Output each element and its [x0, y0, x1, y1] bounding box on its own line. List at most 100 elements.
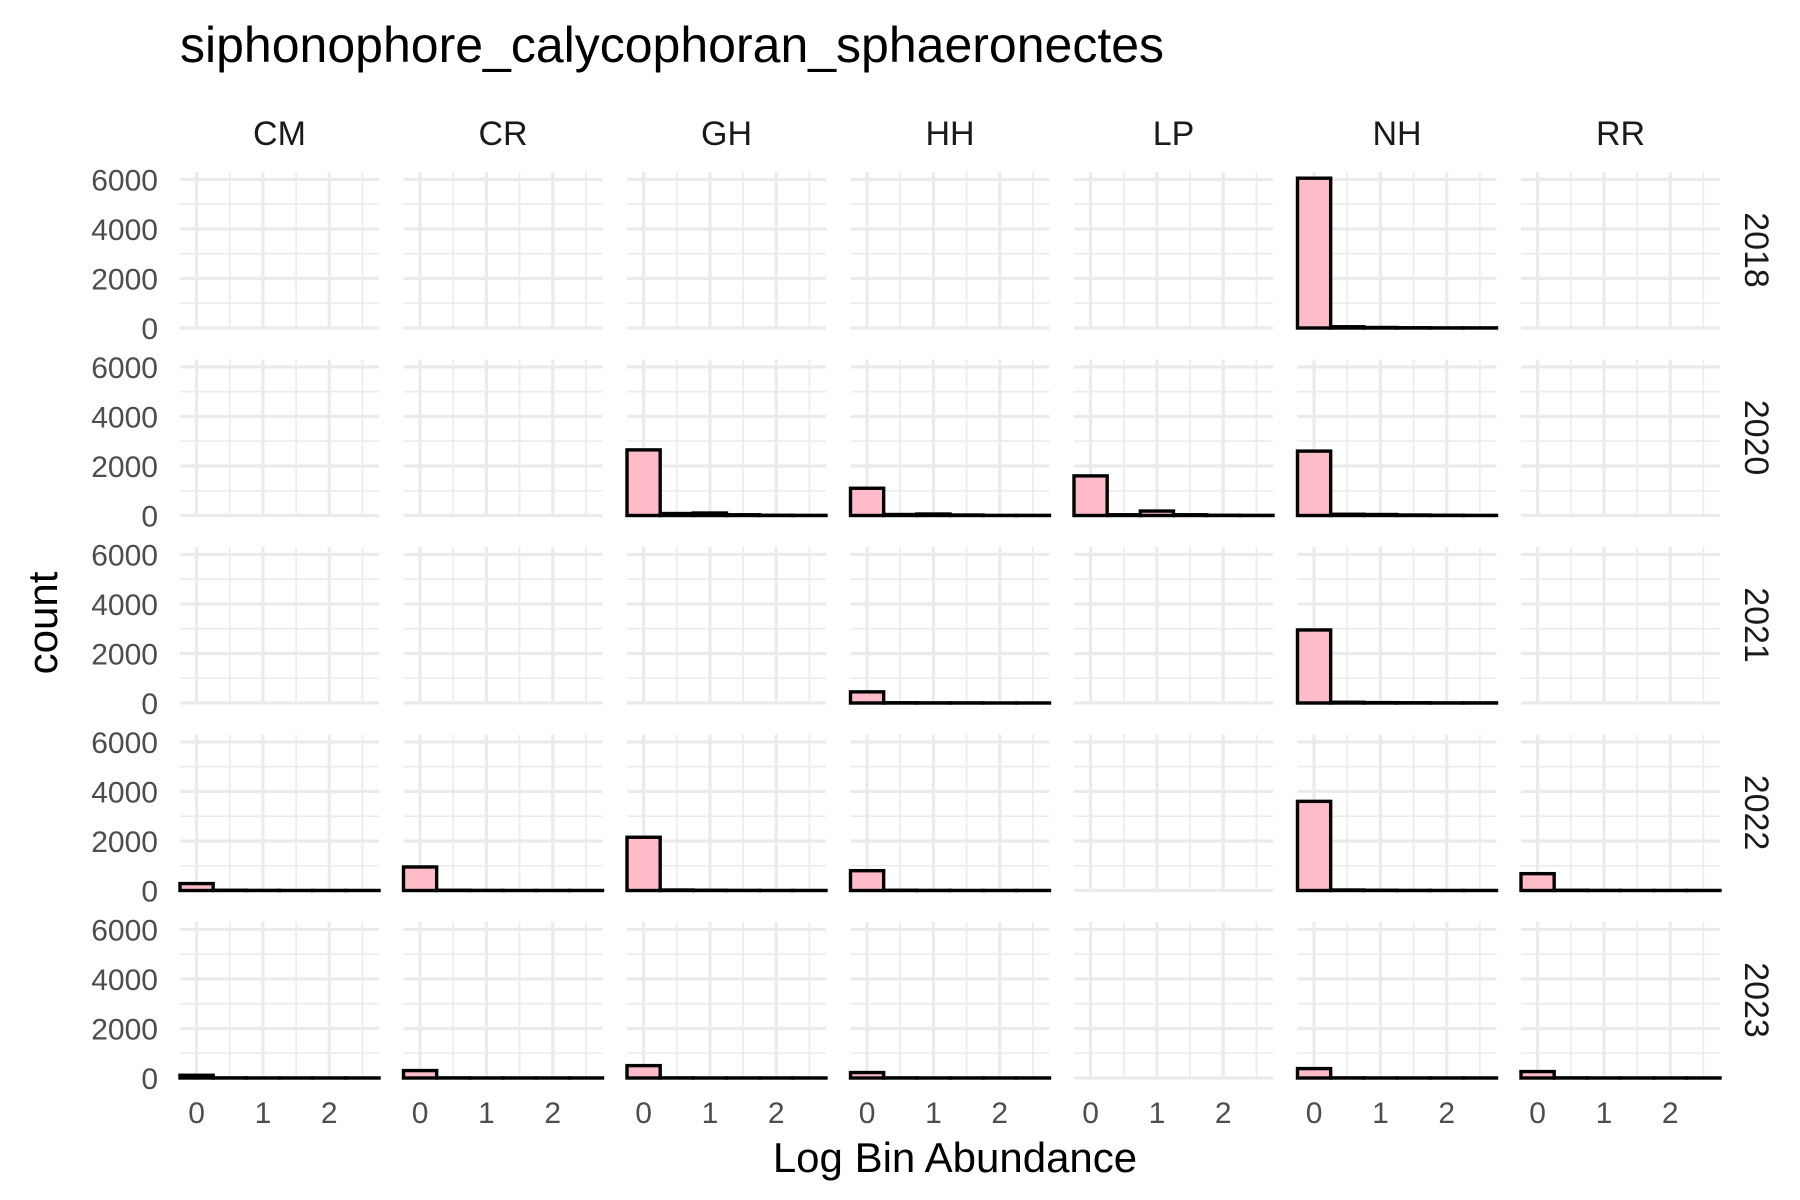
bar [1138, 509, 1176, 518]
x-tick-label: 2 [768, 1097, 785, 1130]
bar [1519, 871, 1556, 893]
bar [625, 448, 662, 518]
panel-2020-LP [1072, 359, 1275, 518]
y-tick-label: 0 [141, 1063, 158, 1096]
strip-label-col: LP [1153, 115, 1195, 153]
panel-2023-HH: 0 1 2 [848, 922, 1052, 1130]
x-tick-label: 1 [1596, 1097, 1613, 1130]
y-tick-label: 6000 [91, 164, 158, 197]
y-tick-label: 4000 [91, 964, 158, 997]
bar [848, 690, 886, 705]
y-tick-label: 4000 [91, 589, 158, 622]
panel-2018-LP: LP [1074, 115, 1273, 330]
bar [848, 1070, 886, 1080]
panel-2023-RR: 2023 0 1 2 [1519, 922, 1775, 1130]
bar [848, 486, 886, 518]
x-tick-label: 1 [478, 1097, 495, 1130]
strip-label-row: 2023 [1737, 962, 1775, 1038]
bar [848, 868, 886, 893]
panel-2023-CR: 0 1 2 [401, 922, 605, 1130]
bar [1519, 1069, 1556, 1080]
bar [1072, 474, 1109, 518]
bar [178, 1073, 215, 1080]
panel-2022-NH [1295, 734, 1499, 893]
strip-label-col: CM [253, 115, 306, 153]
x-tick-label: 2 [991, 1097, 1008, 1130]
x-tick-label: 0 [412, 1097, 429, 1130]
bar [915, 512, 952, 518]
bar [1171, 513, 1209, 518]
bar [1295, 628, 1333, 705]
x-tick-label: 1 [925, 1097, 942, 1130]
panel-2022-CR [401, 734, 605, 893]
bar [724, 513, 762, 518]
strip-label-col: HH [925, 115, 974, 153]
panel-2022-LP [1074, 734, 1273, 893]
y-tick-label: 2000 [91, 263, 158, 296]
strip-label-row: 2022 [1737, 775, 1775, 851]
panel-2020-HH [848, 359, 1052, 518]
x-tick-label: 0 [1306, 1097, 1323, 1130]
panel-2020-GH [625, 359, 828, 518]
y-tick-label: 6000 [91, 727, 158, 760]
x-tick-label: 2 [1215, 1097, 1232, 1130]
chart-title: siphonophore_calycophoran_sphaeronectes [180, 17, 1164, 73]
panel-2023-GH: 0 1 2 [625, 922, 828, 1130]
panel-2021-HH [848, 547, 1052, 705]
strip-label-row: 2018 [1737, 212, 1775, 288]
panel-2021-LP [1074, 547, 1273, 705]
x-tick-label: 0 [1082, 1097, 1099, 1130]
y-tick-label: 4000 [91, 401, 158, 434]
panel-2020-CM: 0 2000 4000 6000 [91, 352, 379, 534]
panel-2018-CM: CM 0 2000 4000 6000 [91, 115, 379, 346]
bar [1328, 325, 1366, 330]
x-tick-label: 1 [702, 1097, 719, 1130]
panel-2021-CR [403, 547, 603, 705]
panel-2023-LP: 0 1 2 [1074, 922, 1273, 1130]
bar [1295, 449, 1333, 518]
panel-2022-CM: 0 2000 4000 6000 [91, 727, 381, 909]
x-tick-label: 2 [321, 1097, 338, 1130]
x-tick-label: 0 [635, 1097, 652, 1130]
x-tick-label: 1 [1149, 1097, 1166, 1130]
panel-2020-NH [1295, 359, 1499, 518]
y-tick-label: 0 [141, 313, 158, 346]
bar [1328, 700, 1366, 705]
bar [691, 511, 729, 518]
panel-2023-CM: 0 2000 4000 6000 0 1 2 [91, 914, 381, 1130]
strip-label-col: GH [701, 115, 752, 153]
panel-2020-CR [403, 359, 603, 518]
bar [881, 512, 919, 518]
panel-2021-NH [1295, 547, 1499, 705]
panel-2022-HH [848, 734, 1052, 893]
y-tick-label: 6000 [91, 539, 158, 572]
x-tick-label: 1 [255, 1097, 272, 1130]
y-tick-label: 0 [141, 501, 158, 534]
bar [1362, 512, 1399, 518]
x-tick-label: 1 [1372, 1097, 1389, 1130]
bar [1295, 1066, 1333, 1080]
x-axis-title: Log Bin Abundance [773, 1134, 1137, 1181]
y-tick-label: 6000 [91, 914, 158, 947]
panel-2021-CM: 0 2000 4000 6000 [91, 539, 379, 721]
strip-label-col: CR [478, 115, 527, 153]
panel-2018-RR: RR 2018 [1521, 115, 1775, 330]
x-tick-label: 0 [859, 1097, 876, 1130]
y-tick-label: 2000 [91, 826, 158, 859]
x-tick-label: 2 [544, 1097, 561, 1130]
y-tick-label: 2000 [91, 451, 158, 484]
bar [1105, 513, 1143, 518]
x-tick-label: 2 [1662, 1097, 1679, 1130]
panel-2021-RR: 2021 [1521, 547, 1775, 705]
bar [1295, 799, 1333, 893]
strip-label-row: 2021 [1737, 587, 1775, 663]
bar [178, 881, 215, 893]
bar [625, 1063, 662, 1080]
bar [658, 511, 696, 518]
y-tick-label: 2000 [91, 1013, 158, 1046]
x-tick-label: 0 [1529, 1097, 1546, 1130]
panel-2018-CR: CR [403, 115, 603, 330]
